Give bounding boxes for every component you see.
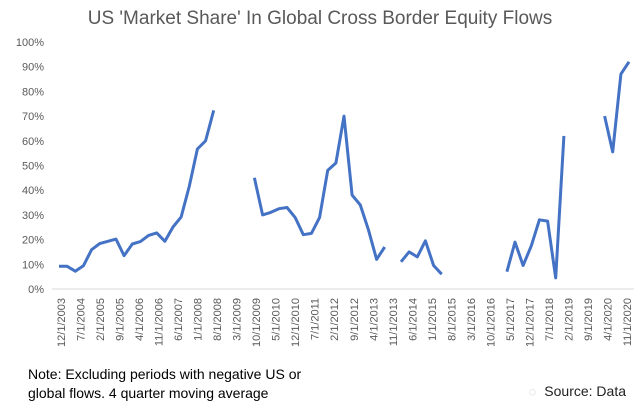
line-chart: 0% 10% 20% 30% 40% 50% 60% 70% 80% 90% 100% 12/1/20… <box>16 37 634 347</box>
y-tick-label: 50% <box>22 161 44 173</box>
x-tick-label: 11/1/2013 <box>388 298 400 346</box>
y-tick-label: 70% <box>22 111 44 123</box>
y-tick-label: 0% <box>28 284 44 296</box>
x-tick-label: 9/1/2005 <box>115 298 127 341</box>
x-tick-label: 7/1/2018 <box>544 298 556 341</box>
x-tick-label: 10/1/2016 <box>485 298 497 347</box>
x-tick-label: 8/1/2015 <box>446 298 458 341</box>
y-tick-label: 100% <box>16 37 44 49</box>
x-tick-label: 7/1/2011 <box>310 298 322 340</box>
x-tick-label: 6/1/2014 <box>407 298 419 341</box>
x-tick-label: 11/1/2020 <box>622 298 634 346</box>
x-tick-label: 5/1/2017 <box>505 298 517 341</box>
x-tick-label: 11/1/2006 <box>154 298 166 346</box>
x-tick-label: 1/1/2008 <box>193 298 205 341</box>
series-line-segment <box>399 239 443 276</box>
y-tick-label: 20% <box>22 235 44 247</box>
series-line-segment <box>252 114 386 261</box>
x-tick-label: 4/1/2020 <box>602 298 614 341</box>
y-tick-label: 60% <box>22 136 44 148</box>
x-tick-label: 2/1/2019 <box>563 298 575 341</box>
watermark-icon: ◌ <box>528 383 537 399</box>
series-line-segment <box>505 135 566 280</box>
x-tick-label: 6/1/2007 <box>173 298 185 341</box>
chart-footer: ◌ Source: Data <box>529 383 626 399</box>
x-tick-label: 7/1/2004 <box>76 298 88 341</box>
x-tick-label: 8/1/2008 <box>212 298 224 341</box>
x-tick-label: 12/1/2010 <box>290 298 302 347</box>
x-tick-label: 9/1/2019 <box>583 298 595 341</box>
x-tick-label: 5/1/2010 <box>271 298 283 341</box>
x-tick-label: 2/1/2012 <box>329 298 341 341</box>
x-tick-label: 3/1/2016 <box>466 298 478 341</box>
x-tick-label: 2/1/2005 <box>95 298 107 341</box>
chart-title: US 'Market Share' In Global Cross Border… <box>87 8 553 29</box>
x-tick-label: 4/1/2013 <box>368 298 380 341</box>
y-tick-label: 10% <box>22 259 44 271</box>
y-tick-label: 80% <box>22 86 44 98</box>
x-tick-label: 1/1/2015 <box>427 298 439 341</box>
x-tick-label: 9/1/2012 <box>349 298 361 341</box>
x-tick-label: 10/1/2009 <box>251 298 263 347</box>
y-tick-label: 30% <box>22 210 44 222</box>
chart-note: Note: Excluding periods with negative US… <box>28 366 302 401</box>
series-line-segment <box>59 110 216 273</box>
x-tick-label: 12/1/2003 <box>56 298 68 347</box>
chart-source: Source: Data <box>544 383 626 399</box>
y-tick-label: 90% <box>22 62 44 74</box>
y-tick-label: 40% <box>22 185 44 197</box>
series-line-segment <box>603 60 631 154</box>
x-tick-label: 4/1/2006 <box>134 298 146 341</box>
x-tick-label: 3/1/2009 <box>232 298 244 341</box>
x-tick-label: 12/1/2017 <box>524 298 536 347</box>
